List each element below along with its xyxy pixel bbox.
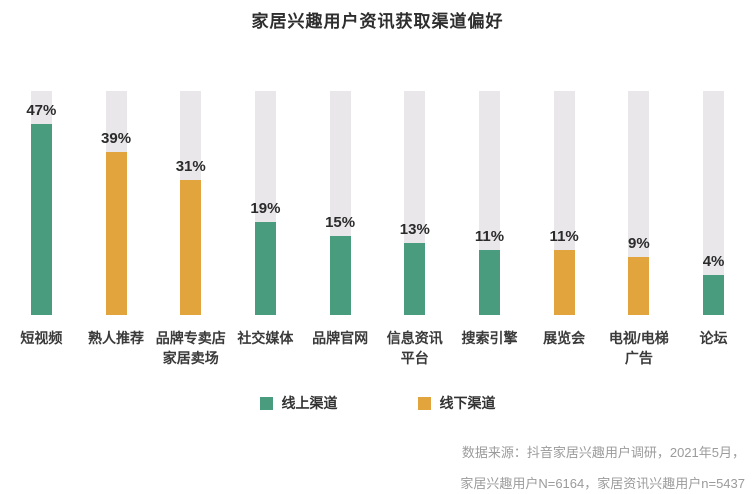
chart-title: 家居兴趣用户资讯获取渠道偏好 — [251, 12, 504, 31]
bar-track: 4% — [703, 91, 724, 315]
bar-track: 15% — [325, 91, 355, 315]
bar-track: 9% — [628, 91, 650, 315]
bar-category-label: 品牌专卖店 家居卖场 — [155, 330, 226, 367]
bar-fill — [478, 250, 500, 315]
bar-fill — [254, 222, 276, 315]
bar-column: 19% 社交媒体 — [228, 91, 303, 369]
bar-fill — [553, 250, 575, 315]
bar-category-label: 社交媒体 — [237, 330, 294, 346]
legend-swatch-icon — [417, 396, 431, 410]
bar-category-label: 电视/电梯 广告 — [608, 330, 669, 367]
bar-value-label: 15% — [325, 214, 356, 232]
bar-value-label: 39% — [101, 130, 132, 148]
bar-track: 13% — [400, 91, 430, 315]
bar-track: 39% — [101, 91, 131, 315]
bar-category-label: 品牌官网 — [312, 330, 369, 346]
legend-label: 线上渠道 — [281, 395, 338, 411]
bar-fill — [30, 124, 52, 315]
bar-column: 13% 信息资讯 平台 — [377, 91, 452, 369]
source-line-1: 数据来源：抖音家居兴趣用户调研，2021年5月， — [461, 445, 745, 460]
data-source-note: 数据来源：抖音家居兴趣用户调研，2021年5月， 家居兴趣用户N=6164，家居… — [460, 437, 745, 494]
bar-track: 19% — [250, 91, 280, 315]
bar-fill — [180, 180, 202, 315]
bar-value-label: 9% — [628, 235, 650, 253]
bar-track: 47% — [26, 91, 56, 315]
bar-value-label: 13% — [399, 221, 430, 239]
bar-fill — [628, 257, 650, 315]
legend: 线上渠道 线下渠道 — [0, 393, 755, 413]
bar-column: 9% 电视/电梯 广告 — [602, 91, 677, 369]
bar-fill — [329, 236, 351, 315]
bar-fill — [105, 152, 127, 315]
bar-track: 11% — [475, 91, 504, 315]
legend-label: 线下渠道 — [439, 395, 496, 411]
legend-swatch-icon — [259, 396, 273, 410]
plot-area: 47% 短视频 39% 熟人推荐 31% 品牌专卖店 家居卖场 19% 社交媒体 15% 品牌官网… — [4, 91, 751, 369]
bar-track: 31% — [176, 91, 206, 315]
bar-category-label: 短视频 — [20, 330, 63, 346]
bar-category-label: 论坛 — [699, 330, 728, 346]
bar-column: 4% 论坛 — [676, 91, 751, 369]
bar-value-label: 31% — [175, 158, 206, 176]
legend-item-offline: 线下渠道 — [417, 393, 496, 413]
bar-category-label: 展览会 — [543, 330, 586, 346]
bar-column: 31% 品牌专卖店 家居卖场 — [153, 91, 228, 369]
legend-item-online: 线上渠道 — [259, 393, 338, 413]
bar-column: 15% 品牌官网 — [303, 91, 378, 369]
bar-column: 39% 熟人推荐 — [79, 91, 154, 369]
bar-fill — [404, 243, 426, 315]
bar-value-label: 4% — [702, 252, 725, 270]
bar-category-label: 信息资讯 平台 — [386, 330, 443, 367]
bar-value-label: 47% — [26, 102, 57, 120]
bar-value-label: 11% — [549, 228, 579, 246]
bar-category-label: 搜索引擎 — [461, 330, 518, 346]
bar-value-label: 11% — [474, 228, 505, 246]
source-line-2: 家居兴趣用户N=6164，家居资讯兴趣用户n=5437 — [460, 476, 745, 491]
bar-value-label: 19% — [250, 200, 281, 218]
bar-track: 11% — [550, 91, 579, 315]
bar-fill — [703, 274, 725, 315]
bar-category-label: 熟人推荐 — [88, 330, 145, 346]
bar-column: 47% 短视频 — [4, 91, 79, 369]
bar-column: 11% 搜索引擎 — [452, 91, 527, 369]
bar-column: 11% 展览会 — [527, 91, 602, 369]
